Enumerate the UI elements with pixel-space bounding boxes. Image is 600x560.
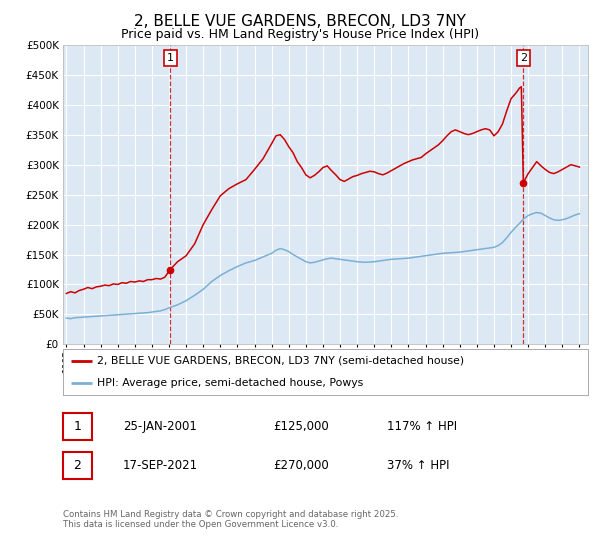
Text: 25-JAN-2001: 25-JAN-2001 — [123, 419, 197, 433]
Text: HPI: Average price, semi-detached house, Powys: HPI: Average price, semi-detached house,… — [97, 378, 364, 388]
Text: 37% ↑ HPI: 37% ↑ HPI — [387, 459, 449, 472]
Text: Price paid vs. HM Land Registry's House Price Index (HPI): Price paid vs. HM Land Registry's House … — [121, 28, 479, 41]
Text: 2: 2 — [520, 53, 527, 63]
Text: 2: 2 — [73, 459, 82, 472]
Text: 2, BELLE VUE GARDENS, BRECON, LD3 7NY: 2, BELLE VUE GARDENS, BRECON, LD3 7NY — [134, 14, 466, 29]
Text: 2, BELLE VUE GARDENS, BRECON, LD3 7NY (semi-detached house): 2, BELLE VUE GARDENS, BRECON, LD3 7NY (s… — [97, 356, 464, 366]
Text: £270,000: £270,000 — [273, 459, 329, 472]
Text: 1: 1 — [167, 53, 174, 63]
Text: Contains HM Land Registry data © Crown copyright and database right 2025.
This d: Contains HM Land Registry data © Crown c… — [63, 510, 398, 529]
Text: 117% ↑ HPI: 117% ↑ HPI — [387, 419, 457, 433]
Text: 17-SEP-2021: 17-SEP-2021 — [123, 459, 198, 472]
Text: 1: 1 — [73, 419, 82, 433]
Text: £125,000: £125,000 — [273, 419, 329, 433]
